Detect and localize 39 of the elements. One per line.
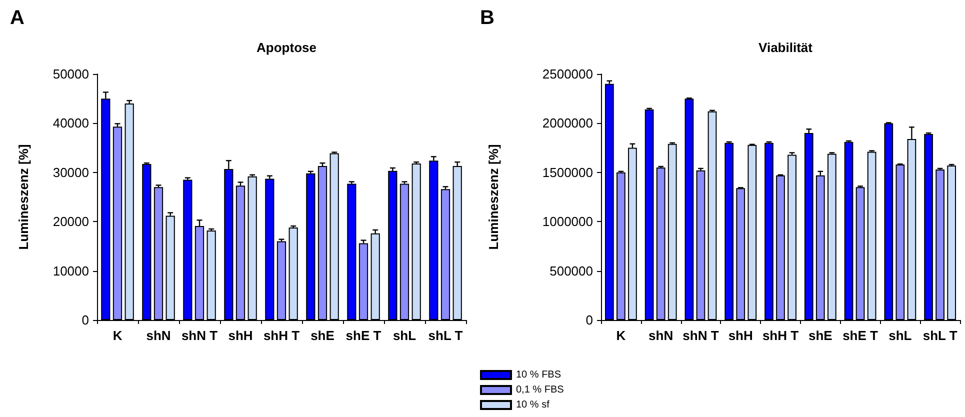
y-tick-label: 0 xyxy=(586,312,593,328)
x-tick-label: shE xyxy=(310,328,335,343)
x-tick-label: shL xyxy=(888,328,912,343)
chart-title: Viabilität xyxy=(758,40,814,55)
y-tick-label: 1500000 xyxy=(542,164,593,180)
x-tick-label: shN xyxy=(146,328,171,343)
x-tick-label: shH xyxy=(728,328,753,343)
y-tick-label: 20000 xyxy=(52,214,89,230)
legend-label: 10 % FBS xyxy=(516,370,562,380)
y-tick-label: 2000000 xyxy=(542,116,593,131)
chart-title: Apoptose xyxy=(256,40,316,55)
x-tick-label: shN T xyxy=(682,328,719,343)
y-tick-label: 10000 xyxy=(52,263,89,278)
x-tick-label: shE xyxy=(808,328,833,343)
text: A xyxy=(10,7,24,29)
y-tick-label: 0 xyxy=(82,312,89,328)
x-tick-label: shN T xyxy=(181,328,218,343)
y-tick-label: 50000 xyxy=(52,66,89,82)
legend-label: 10 % sf xyxy=(516,400,550,410)
x-tick-label: shL T xyxy=(922,328,958,343)
x-tick-label: shL xyxy=(392,328,416,343)
x-tick-label: shH xyxy=(228,328,253,343)
x-tick-label: K xyxy=(112,328,123,343)
x-tick-label: K xyxy=(616,328,626,343)
y-tick-label: 2500000 xyxy=(542,66,593,82)
x-tick-label: shE T xyxy=(346,328,382,343)
x-tick-label: shL T xyxy=(428,328,463,343)
y-tick-label: 1000000 xyxy=(542,214,593,230)
y-tick-label: 30000 xyxy=(52,164,89,180)
y-axis-title: Lumineszenz [%] xyxy=(16,144,31,250)
x-tick-label: shN xyxy=(648,328,674,343)
x-tick-label: shH T xyxy=(762,328,799,343)
legend-label: 0,1 % FBS xyxy=(516,384,564,396)
x-tick-label: shH T xyxy=(263,328,300,343)
y-axis-title: Lumineszenz [%] xyxy=(486,144,501,250)
y-tick-label: 40000 xyxy=(52,116,89,131)
y-tick-label: 500000 xyxy=(550,263,593,278)
text: B xyxy=(480,7,494,29)
x-tick-label: shE T xyxy=(842,328,878,343)
